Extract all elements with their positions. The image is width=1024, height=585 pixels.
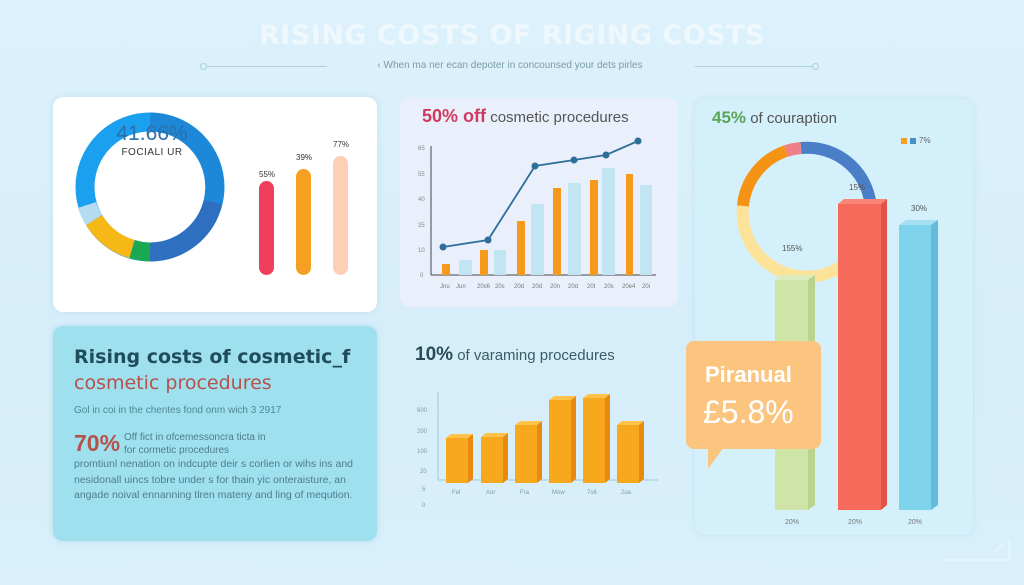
svg-text:20t: 20t bbox=[587, 284, 596, 290]
text-card-stat-desc: Off fict in ofcemessoncra ticta in for c… bbox=[124, 431, 266, 457]
bar-label-2: 39% bbox=[296, 153, 313, 162]
svg-text:200: 200 bbox=[417, 429, 428, 435]
callout-box bbox=[686, 341, 821, 449]
svg-text:20n: 20n bbox=[550, 284, 560, 290]
ring-label-top: 15% bbox=[849, 183, 866, 192]
donut-segment-green bbox=[129, 239, 151, 262]
line-bar-chart: 0 10 35 40 55 65 Jnu Jun 20s6 20s 20d 20… bbox=[418, 137, 656, 290]
svg-text:100: 100 bbox=[417, 449, 428, 455]
callout-value: £5.8% bbox=[703, 394, 794, 430]
svg-text:20s6: 20s6 bbox=[477, 284, 491, 290]
bar-red bbox=[259, 181, 274, 275]
ring-chart-title: 45% of couraption bbox=[712, 108, 837, 128]
divider-line-left bbox=[207, 66, 327, 67]
orange-3d-bar-chart: 600 200 100 20 5 0 Fel Aor Fra Mow 7s6 2… bbox=[417, 392, 658, 509]
ring-x-label-2: 20% bbox=[848, 519, 863, 526]
page-subtitle: ‹ When ma ner ecan depoter in concounsed… bbox=[377, 60, 643, 71]
line-chart-title-highlight: 50% off bbox=[422, 106, 487, 126]
svg-text:20: 20 bbox=[420, 469, 427, 475]
subtitle-row: ‹ When ma ner ecan depoter in concounsed… bbox=[200, 60, 820, 74]
stat-desc-line-1: Off fict in ofcemessoncra ticta in bbox=[124, 432, 266, 443]
divider-dot-right bbox=[812, 63, 819, 70]
bar-chart-title-highlight: 10% bbox=[415, 344, 454, 365]
bar-chart-title: 10% of varaming procedures bbox=[415, 344, 615, 366]
legend-swatch-blue bbox=[910, 137, 916, 144]
svg-text:65: 65 bbox=[418, 146, 425, 152]
ring-3d-bar-chart bbox=[736, 141, 938, 510]
text-card-body: promtiunl nenation on indcupte deir s co… bbox=[74, 458, 353, 501]
svg-text:Fra: Fra bbox=[520, 490, 530, 496]
svg-text:0: 0 bbox=[422, 503, 426, 509]
svg-text:55: 55 bbox=[418, 172, 425, 178]
bar-label-3: 77% bbox=[333, 140, 350, 149]
ring-x-label-1: 20% bbox=[785, 519, 800, 526]
svg-text:20s: 20s bbox=[604, 284, 614, 290]
svg-text:Aor: Aor bbox=[486, 490, 495, 496]
line-chart-title: 50% off cosmetic procedures bbox=[422, 106, 629, 127]
bar-chart-title-rest: of varaming procedures bbox=[457, 347, 615, 364]
svg-text:35: 35 bbox=[418, 223, 425, 229]
svg-text:Jun: Jun bbox=[456, 284, 466, 290]
svg-text:Jnu: Jnu bbox=[440, 284, 450, 290]
text-card-heading-2: cosmetic procedures bbox=[74, 372, 272, 394]
bar-label-1: 55% bbox=[259, 170, 276, 179]
svg-text:40: 40 bbox=[418, 197, 425, 203]
svg-text:20i: 20i bbox=[642, 284, 650, 290]
svg-text:Mow: Mow bbox=[552, 490, 565, 496]
svg-text:20d: 20d bbox=[568, 284, 578, 290]
donut-segment-yellow bbox=[85, 214, 135, 259]
svg-text:600: 600 bbox=[417, 408, 428, 414]
text-card-meta: Gol in coi in the chentes fond onm wich … bbox=[74, 405, 282, 416]
ring-chart-title-highlight: 45% bbox=[712, 108, 747, 127]
donut-center-value: 41.66% bbox=[116, 122, 188, 145]
ring-x-label-3: 20% bbox=[908, 519, 923, 526]
svg-text:20e4: 20e4 bbox=[622, 284, 636, 290]
svg-text:2oa: 2oa bbox=[621, 490, 632, 496]
text-card-heading-1: Rising costs of cosmetic_f bbox=[74, 346, 351, 368]
line-chart-title-rest: cosmetic procedures bbox=[490, 109, 629, 126]
corner-decoration-icon bbox=[945, 540, 1010, 561]
svg-text:7s6: 7s6 bbox=[587, 490, 597, 496]
donut-chart bbox=[75, 112, 348, 275]
ring-chart-title-rest: of couraption bbox=[750, 110, 837, 127]
donut-segment-dark-blue bbox=[149, 199, 223, 262]
stat-desc-line-2: for cormetic procedures bbox=[124, 445, 230, 456]
svg-text:20d: 20d bbox=[514, 284, 524, 290]
text-card-stat: 70% bbox=[74, 430, 121, 456]
donut-segment-light-blue bbox=[77, 201, 103, 226]
bar-peach bbox=[333, 156, 348, 275]
divider-line-right bbox=[695, 66, 813, 67]
svg-text:0: 0 bbox=[420, 273, 424, 279]
callout-tail bbox=[708, 447, 724, 469]
bar-label-right: 30% bbox=[911, 204, 928, 213]
ring-label-bottom: 155% bbox=[782, 244, 803, 253]
text-card bbox=[53, 326, 377, 541]
svg-text:20s: 20s bbox=[495, 284, 505, 290]
svg-text:10: 10 bbox=[418, 248, 425, 254]
donut-center-label: FOCIALI UR bbox=[121, 147, 183, 158]
legend-swatch-orange bbox=[901, 137, 907, 144]
donut-segment-blue bbox=[149, 112, 225, 205]
bar-orange bbox=[296, 169, 311, 275]
svg-text:20d: 20d bbox=[532, 284, 542, 290]
svg-text:5: 5 bbox=[422, 487, 426, 493]
page-title: RISING COSTS OF RIGING COSTS bbox=[258, 20, 766, 51]
legend-label: 7% bbox=[919, 136, 931, 145]
ring-legend: 7% bbox=[901, 136, 931, 145]
svg-text:Fel: Fel bbox=[452, 490, 460, 496]
callout-label: Piranual bbox=[705, 362, 792, 387]
divider-dot-left bbox=[200, 63, 207, 70]
